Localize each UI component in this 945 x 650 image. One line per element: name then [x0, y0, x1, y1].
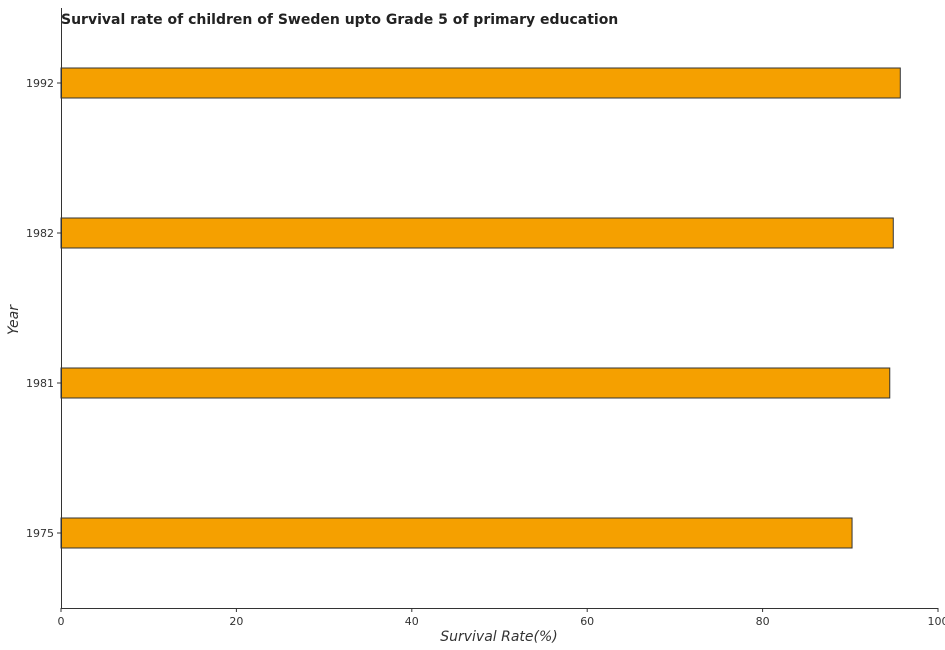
x-tick-label: 60 [580, 615, 594, 628]
x-tick-label: 80 [756, 615, 770, 628]
chart-title: Survival rate of children of Sweden upto… [61, 12, 618, 28]
x-ticks-group: 0 20 40 60 80 100 [58, 608, 945, 628]
x-axis-label: Survival Rate(%) [440, 629, 558, 645]
bars-group [60, 67, 901, 549]
x-tick-label: 40 [405, 615, 419, 628]
x-tick-label: 100 [928, 615, 945, 628]
y-tick-label: 1975 [26, 527, 54, 540]
bar-1982 [60, 217, 894, 249]
bar-1975 [60, 517, 853, 549]
y-tick-label: 1982 [26, 227, 54, 240]
bar-1992 [60, 67, 901, 99]
x-tick-label: 0 [58, 615, 65, 628]
x-tick-label: 20 [229, 615, 243, 628]
y-tick-label: 1981 [26, 377, 54, 390]
y-axis-label: Year [6, 304, 22, 335]
y-ticks-group: 1975 1981 1982 1992 [26, 77, 61, 540]
bar-1981 [60, 367, 891, 399]
y-tick-label: 1992 [26, 77, 54, 90]
